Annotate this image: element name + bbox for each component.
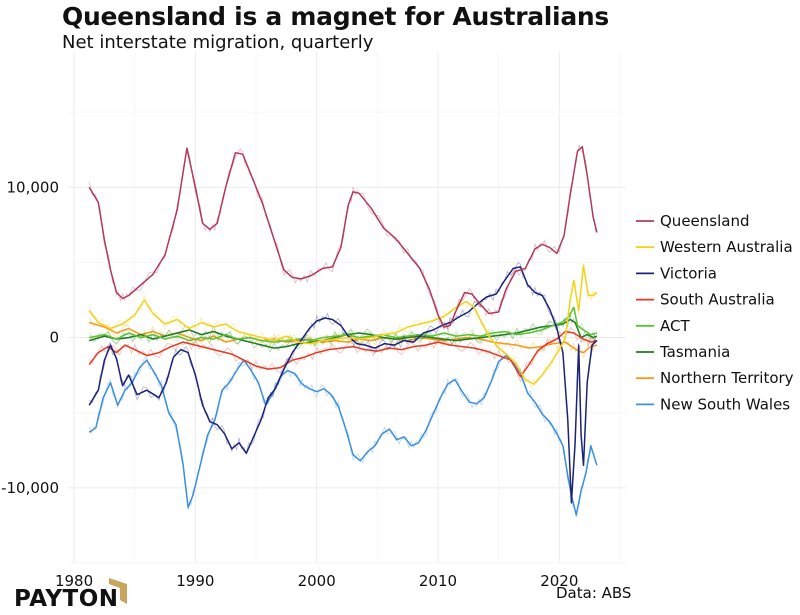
legend-label: ACT <box>660 317 690 335</box>
chart-subtitle: Net interstate migration, quarterly <box>62 32 374 53</box>
series-line <box>88 354 598 516</box>
series-line <box>88 330 598 378</box>
legend-label: New South Wales <box>660 395 790 413</box>
x-tick-label: 1980 <box>55 572 93 590</box>
y-tick-label: 0 <box>49 329 59 347</box>
y-tick-label: 10,000 <box>7 178 60 196</box>
legend-label: Tasmania <box>659 343 730 361</box>
series-raw-line <box>88 261 596 503</box>
legend-label: Northern Territory <box>660 369 794 387</box>
brand-name: PAYTON <box>14 586 119 612</box>
axis-ticks: 1980 1990 2000 2010 2020 -10,000 0 10,000 <box>1 178 578 590</box>
series-line <box>88 264 598 385</box>
legend-label: Western Australia <box>660 238 793 256</box>
legend-label: South Australia <box>660 291 775 309</box>
series-line <box>89 306 598 343</box>
legend-label: Victoria <box>660 264 717 282</box>
x-tick-label: 2010 <box>419 572 457 590</box>
brand-logo: PAYTON <box>14 586 119 612</box>
series-lines <box>88 144 598 518</box>
series-raw-line <box>88 262 597 389</box>
grid-lines <box>68 52 626 564</box>
legend: Queensland Western Australia Victoria South… <box>636 212 794 413</box>
x-tick-label: 2020 <box>540 572 578 590</box>
legend-label: Queensland <box>660 212 749 230</box>
x-tick-label: 1990 <box>176 572 214 590</box>
brand-mark-icon <box>109 578 127 604</box>
series-line <box>88 318 598 349</box>
y-tick-label: -10,000 <box>1 479 59 497</box>
series-line <box>88 266 598 504</box>
x-tick-label: 2000 <box>298 572 336 590</box>
chart-title: Queensland is a magnet for Australians <box>62 2 609 31</box>
series-line <box>88 145 598 328</box>
source-note: Data: ABS <box>556 584 632 602</box>
